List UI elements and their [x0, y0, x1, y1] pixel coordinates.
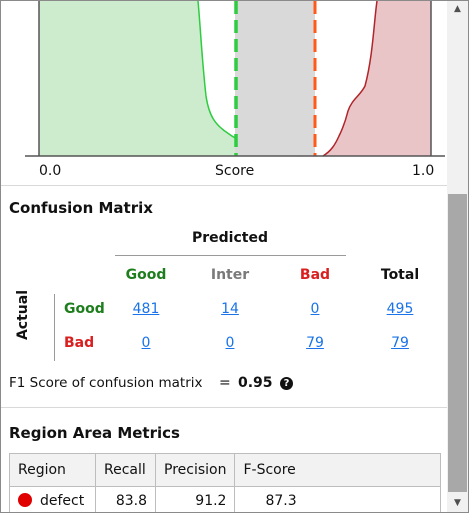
recall-cell: 83.8	[95, 486, 156, 512]
section-divider	[1, 407, 447, 408]
region-name-cell: defect	[9, 486, 96, 512]
good-distribution-area	[39, 1, 301, 156]
column-header-region: Region	[9, 453, 96, 487]
region-metrics-title: Region Area Metrics	[9, 424, 180, 442]
cell-good-total[interactable]: 495	[386, 301, 414, 317]
f1-score-label: F1 Score of confusion matrix	[9, 375, 203, 391]
region-color-dot-icon	[18, 493, 32, 507]
scroll-down-icon[interactable]: ▼	[454, 498, 461, 508]
col-header-total: Total	[380, 267, 420, 283]
f1-score-equals: =	[219, 375, 231, 391]
confusion-matrix-title: Confusion Matrix	[9, 199, 153, 217]
bad-distribution-area	[323, 1, 431, 156]
inter-region-band	[235, 1, 315, 156]
vertical-scrollbar[interactable]: ▲ ▼	[447, 1, 468, 512]
cell-good-bad[interactable]: 0	[310, 301, 320, 317]
score-chart	[25, 1, 445, 157]
x-axis-min-label: 0.0	[39, 163, 62, 179]
actual-label: Actual	[15, 289, 31, 341]
x-axis-title: Score	[215, 163, 255, 179]
region-metrics-table: Region Recall Precision F-Score defect 8…	[9, 453, 441, 512]
cell-bad-total[interactable]: 79	[391, 335, 409, 351]
cell-bad-bad[interactable]: 79	[306, 335, 324, 351]
cell-good-inter[interactable]: 14	[221, 301, 239, 317]
cell-bad-good[interactable]: 0	[141, 335, 151, 351]
table-header-row: Region Recall Precision F-Score	[9, 453, 441, 487]
section-divider	[1, 185, 447, 186]
cell-bad-inter[interactable]: 0	[225, 335, 235, 351]
question-circle-icon[interactable]: ?	[280, 377, 293, 390]
region-name: defect	[40, 493, 85, 509]
f1-score-value: 0.95	[238, 375, 273, 391]
x-axis-max-label: 1.0	[412, 163, 435, 179]
col-header-inter: Inter	[210, 267, 250, 283]
actual-divider	[54, 294, 55, 361]
bad-distribution-line	[322, 1, 378, 157]
column-header-recall: Recall	[95, 453, 156, 487]
column-header-precision: Precision	[154, 453, 236, 487]
scrollbar-thumb[interactable]	[448, 194, 467, 492]
table-row[interactable]: defect 83.8 91.2 87.3	[9, 486, 441, 512]
col-header-good: Good	[125, 267, 167, 283]
col-header-bad: Bad	[299, 267, 331, 283]
predicted-underline	[115, 255, 346, 256]
precision-cell: 91.2	[154, 486, 236, 512]
cell-good-good[interactable]: 481	[132, 301, 160, 317]
row-header-bad: Bad	[64, 335, 95, 351]
predicted-header: Predicted	[192, 230, 268, 246]
column-header-fscore: F-Score	[234, 453, 441, 487]
row-header-good: Good	[64, 301, 105, 317]
scroll-up-icon[interactable]: ▲	[454, 4, 461, 14]
fscore-cell: 87.3	[234, 486, 441, 512]
